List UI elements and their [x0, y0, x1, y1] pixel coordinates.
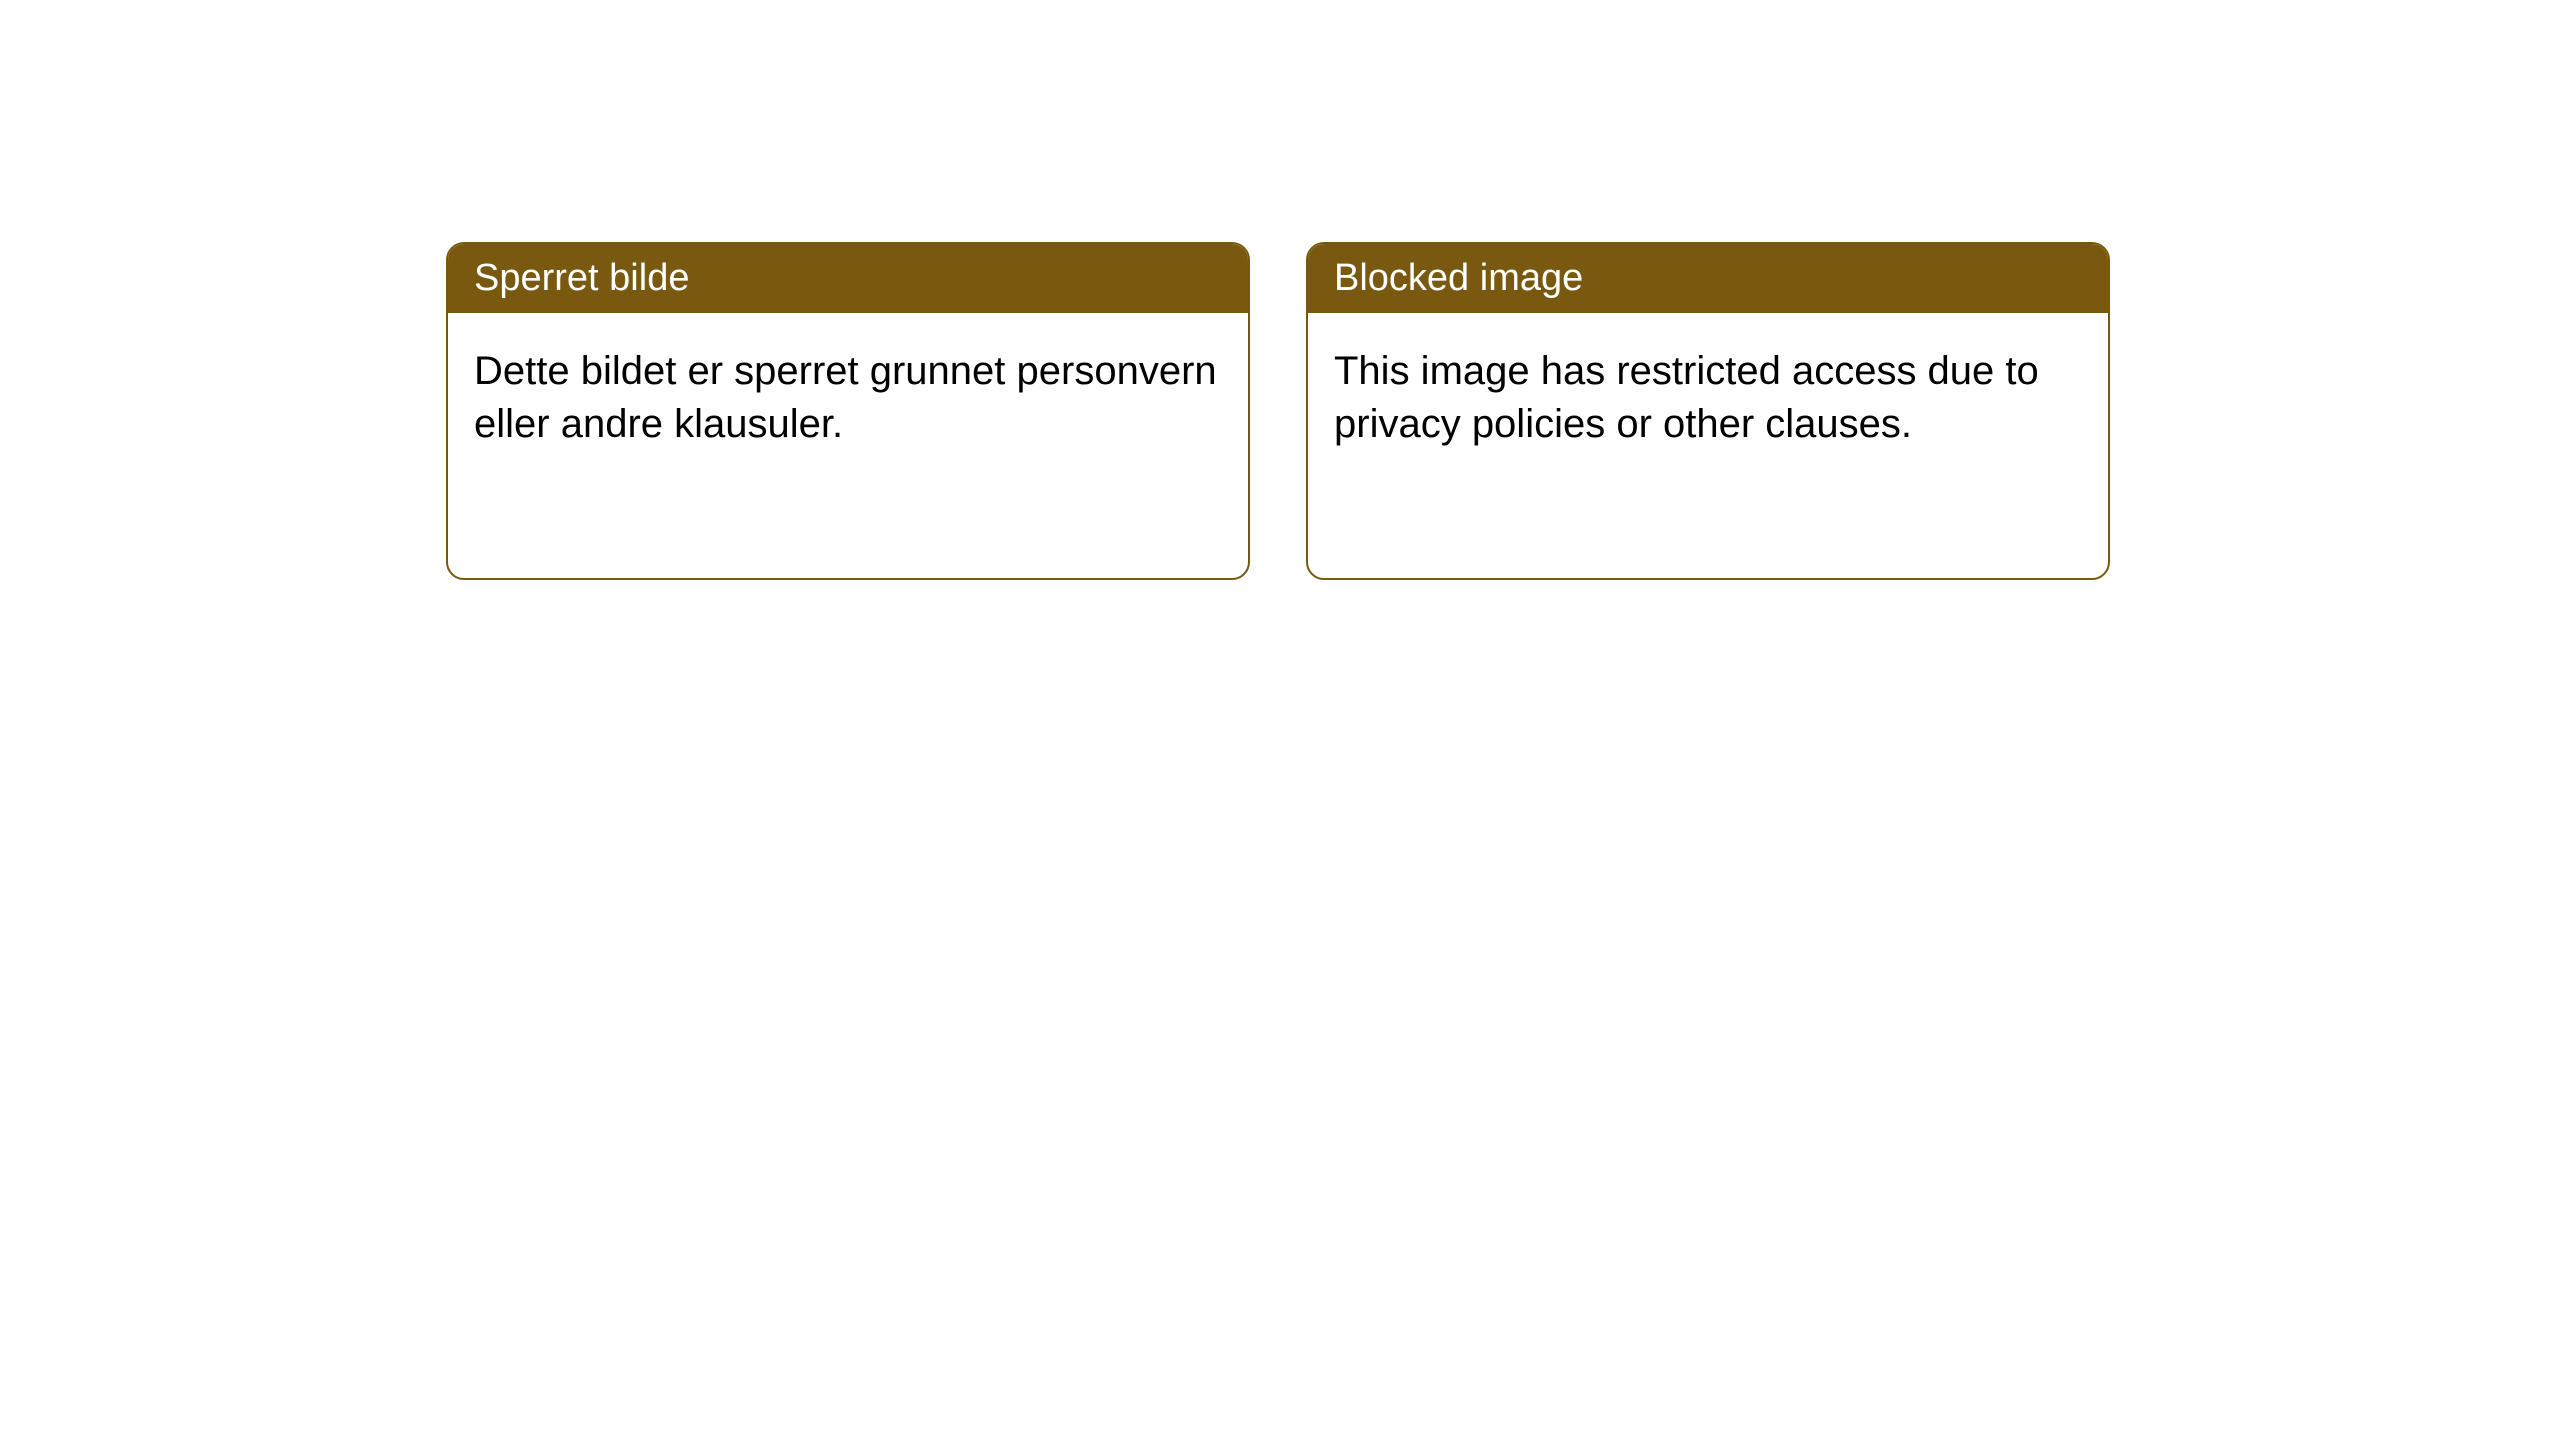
notice-header: Sperret bilde	[448, 244, 1248, 313]
notice-card-english: Blocked image This image has restricted …	[1306, 242, 2110, 580]
notice-header: Blocked image	[1308, 244, 2108, 313]
notice-body: Dette bildet er sperret grunnet personve…	[448, 313, 1248, 483]
notice-card-norwegian: Sperret bilde Dette bildet er sperret gr…	[446, 242, 1250, 580]
notice-body: This image has restricted access due to …	[1308, 313, 2108, 483]
notice-container: Sperret bilde Dette bildet er sperret gr…	[0, 0, 2560, 580]
